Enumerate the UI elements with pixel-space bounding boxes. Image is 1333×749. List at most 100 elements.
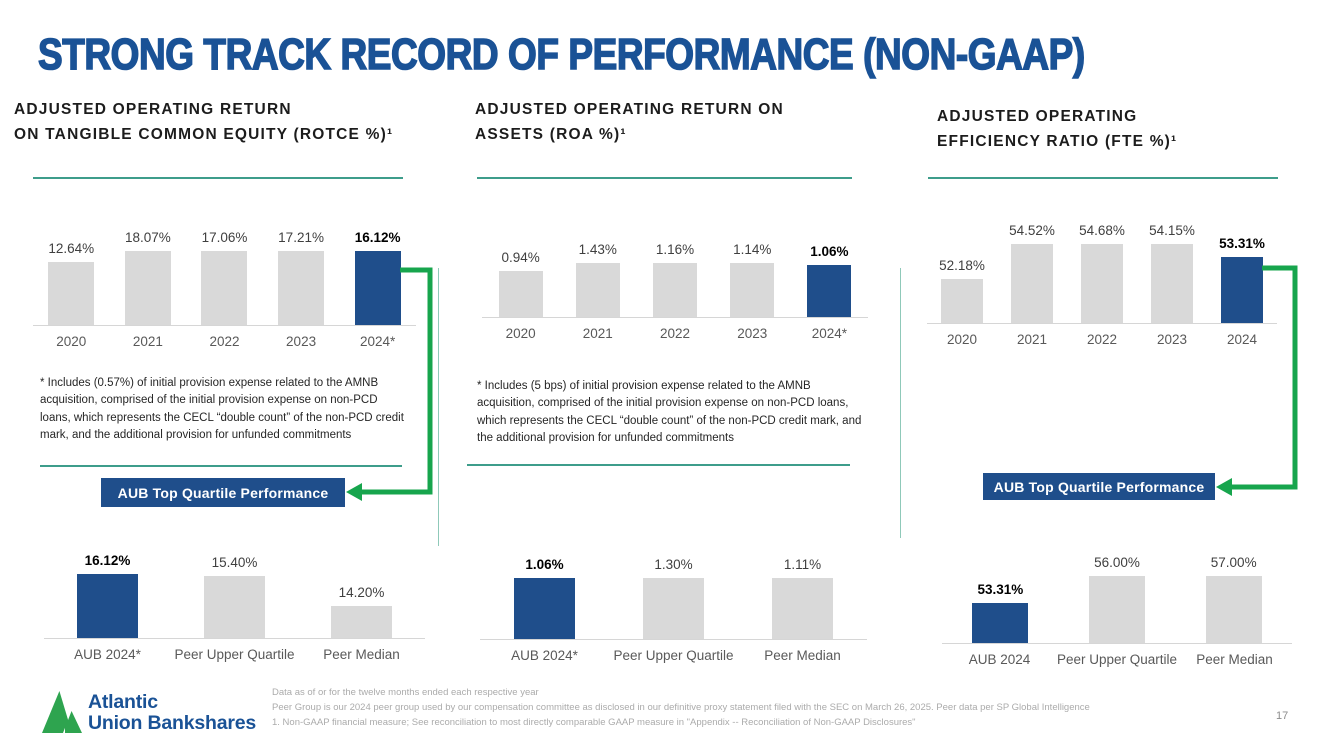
x-axis: AUB 2024 Peer Upper Quartile Peer Median [942, 643, 1292, 667]
efficiency-peer-chart: 53.31% 56.00% 57.00% AUB 2024 Peer Upper Qua… [942, 555, 1292, 667]
bar-value-label: 12.64% [48, 241, 95, 256]
x-axis-label: Peer Median [764, 648, 841, 663]
bar-group: 1.43% [559, 242, 636, 317]
top-quartile-badge: AUB Top Quartile Performance [101, 478, 345, 507]
header-line: ADJUSTED OPERATING [937, 108, 1138, 125]
bar-value-label: 16.12% [84, 553, 131, 568]
bar [1011, 244, 1053, 323]
efficiency-trend-chart: 52.18% 54.52% 54.68% 54.15% 53.31% 2020 2021 20… [927, 223, 1277, 347]
x-axis-label: 2021 [582, 326, 613, 341]
bar [1151, 244, 1193, 323]
highlight-bar [1221, 257, 1263, 323]
bar-value-label: 54.15% [1149, 223, 1195, 238]
bar-value-label: 18.07% [124, 230, 171, 245]
bar-value-label: 15.40% [211, 555, 258, 570]
header-line: ADJUSTED OPERATING RETURN ON [475, 101, 784, 118]
page-title: STRONG TRACK RECORD OF PERFORMANCE (NON-… [37, 29, 1086, 80]
bar-group: 1.06% [791, 242, 868, 317]
bar-group: 57.00% [1175, 555, 1292, 643]
x-axis-label: 2024* [360, 334, 396, 349]
bar [201, 251, 248, 325]
x-axis-label: AUB 2024 [968, 652, 1031, 667]
bar-value-label: 52.18% [939, 258, 985, 273]
bar [124, 251, 171, 325]
x-axis: 2020 2021 2022 2023 2024 [927, 323, 1277, 347]
bar-group: 53.31% [1207, 223, 1277, 323]
bar-group: 1.16% [636, 242, 713, 317]
footnote-divider-line [467, 464, 850, 466]
x-axis: AUB 2024* Peer Upper Quartile Peer Median [44, 638, 425, 662]
highlight-bar [807, 265, 852, 317]
bar-group: 1.14% [714, 242, 791, 317]
bar [575, 263, 620, 317]
bar-value-label: 17.06% [201, 230, 248, 245]
bar-group: 54.52% [997, 223, 1067, 323]
bar-value-label: 1.16% [655, 242, 695, 257]
footer-note: Data as of or for the twelve months ende… [272, 687, 539, 698]
section-header-rotce: ADJUSTED OPERATING RETURN ON TANGIBLE CO… [14, 98, 393, 148]
section-header-roa: ADJUSTED OPERATING RETURN ON ASSETS (ROA… [475, 98, 784, 148]
green-arrow [346, 267, 433, 501]
bar-group: 1.30% [609, 557, 738, 639]
bar-value-label: 54.68% [1079, 223, 1125, 238]
bar-value-label: 56.00% [1094, 555, 1140, 570]
plot-area: 53.31% 56.00% 57.00% [942, 555, 1292, 643]
header-divider-line [477, 177, 852, 179]
x-axis-label: 2024* [811, 326, 848, 341]
rotce-trend-chart: 12.64% 18.07% 17.06% 17.21% 16.12% 2020 2021 20… [33, 230, 416, 349]
x-axis-label: 2022 [209, 334, 240, 349]
x-axis-label: 2022 [1086, 332, 1118, 347]
x-axis-label: 2020 [56, 334, 87, 349]
bar-value-label: 17.21% [278, 230, 324, 245]
plot-area: 1.06% 1.30% 1.11% [480, 557, 867, 639]
bar [498, 271, 543, 317]
bar-value-label: 57.00% [1210, 555, 1257, 570]
footer-notes: Data as of or for the twelve months ende… [272, 685, 1090, 730]
bar-group: 1.11% [738, 557, 867, 639]
bar-value-label: 1.06% [810, 244, 849, 259]
bar-value-label: 1.14% [733, 242, 772, 257]
column-divider [438, 268, 439, 546]
x-axis-label: 2022 [659, 326, 691, 341]
bar-group: 16.12% [339, 230, 416, 325]
footnote-divider-line [40, 465, 402, 467]
logo-text: Atlantic Union Bankshares [88, 691, 257, 734]
bar-group: 54.68% [1067, 223, 1137, 323]
column-divider [900, 268, 901, 538]
x-axis-label: Peer Upper Quartile [613, 648, 734, 663]
plot-area: 16.12% 15.40% 14.20% [44, 553, 425, 638]
bar-group: 56.00% [1059, 555, 1176, 643]
x-axis-label: 2020 [946, 332, 978, 347]
bar [204, 576, 265, 638]
company-logo: Atlantic Union Bankshares [42, 689, 256, 736]
x-axis-label: 2021 [1016, 332, 1048, 347]
bar-group: 17.06% [186, 230, 263, 325]
header-line: ON TANGIBLE COMMON EQUITY (ROTCE %)¹ [14, 125, 394, 143]
x-axis-label: Peer Median [323, 647, 400, 662]
bar-value-label: 53.31% [977, 582, 1024, 597]
bar [1081, 244, 1123, 323]
x-axis: AUB 2024* Peer Upper Quartile Peer Median [480, 639, 867, 663]
x-axis-label: Peer Upper Quartile [1056, 652, 1178, 667]
x-axis-label: AUB 2024* [511, 648, 578, 663]
highlight-bar [972, 603, 1029, 643]
plot-area: 12.64% 18.07% 17.06% 17.21% 16.12% [33, 230, 416, 325]
bar-group: 15.40% [171, 553, 298, 638]
x-axis-label: Peer Median [1196, 652, 1273, 667]
bar [941, 279, 983, 323]
bar [643, 578, 704, 639]
bar-group: 1.06% [480, 557, 609, 639]
bar-group: 12.64% [33, 230, 110, 325]
bar-value-label: 16.12% [354, 230, 401, 245]
bar-value-label: 0.94% [501, 250, 540, 265]
x-axis-label: 2023 [737, 326, 768, 341]
top-quartile-badge: AUB Top Quartile Performance [983, 473, 1215, 500]
bar [278, 251, 325, 325]
x-axis-label: Peer Upper Quartile [174, 647, 295, 662]
plot-area: 52.18% 54.52% 54.68% 54.15% 53.31% [927, 223, 1277, 323]
bar-group: 54.15% [1137, 223, 1207, 323]
footnote-roa: * Includes (5 bps) of initial provision … [477, 380, 862, 444]
header-line: ASSETS (ROA %)¹ [475, 125, 627, 143]
header-line: ADJUSTED OPERATING RETURN [14, 101, 292, 118]
bar-group: 17.21% [263, 230, 340, 325]
